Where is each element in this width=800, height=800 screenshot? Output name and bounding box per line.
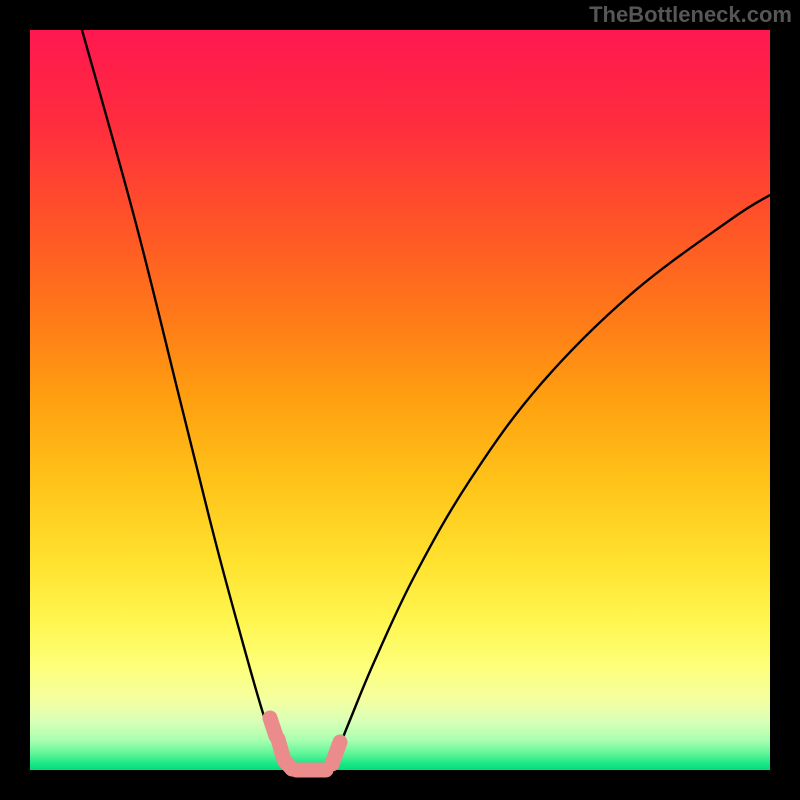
highlight-segment	[332, 742, 340, 764]
watermark-text: TheBottleneck.com	[589, 2, 792, 28]
plot-background	[30, 30, 770, 770]
bottleneck-chart	[0, 0, 800, 800]
chart-stage: TheBottleneck.com	[0, 0, 800, 800]
